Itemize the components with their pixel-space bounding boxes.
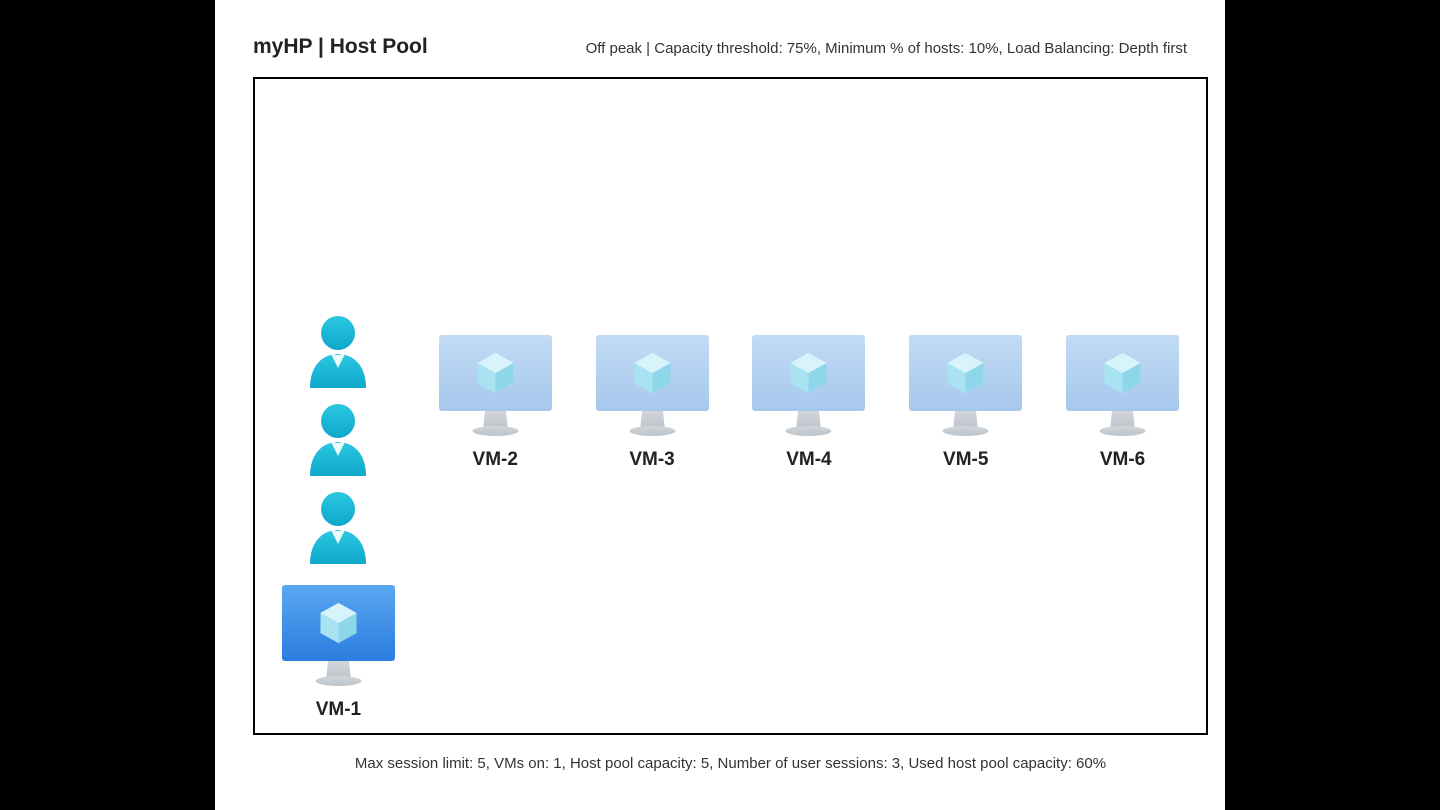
vm-column: VM-6 — [1048, 314, 1198, 721]
page-title: myHP | Host Pool — [253, 35, 428, 59]
user-stack — [304, 314, 372, 564]
vm-label: VM-5 — [943, 449, 988, 471]
page-container: myHP | Host Pool Off peak | Capacity thr… — [215, 0, 1225, 810]
vm-monitor-icon — [751, 334, 866, 439]
vm-column: VM-3 — [577, 314, 727, 721]
vm-label: VM-3 — [629, 449, 674, 471]
vm-column: VM-1 — [263, 314, 413, 721]
user-icon — [304, 314, 372, 388]
vm-column: VM-4 — [734, 314, 884, 721]
user-icon — [304, 490, 372, 564]
status-line: Off peak | Capacity threshold: 75%, Mini… — [586, 40, 1187, 57]
header: myHP | Host Pool Off peak | Capacity thr… — [253, 35, 1187, 59]
diagram-box: VM-1 VM-2 — [253, 77, 1208, 735]
user-icon — [304, 402, 372, 476]
vm-monitor-icon — [1065, 334, 1180, 439]
vm-row: VM-1 VM-2 — [255, 314, 1206, 721]
vm-column: VM-5 — [891, 314, 1041, 721]
vm-monitor-icon — [281, 584, 396, 689]
vm-monitor-icon — [908, 334, 1023, 439]
vm-monitor-icon — [595, 334, 710, 439]
vm-label: VM-1 — [316, 699, 361, 721]
vm-column: VM-2 — [420, 314, 570, 721]
vm-label: VM-2 — [473, 449, 518, 471]
vm-monitor-icon — [438, 334, 553, 439]
vm-label: VM-4 — [786, 449, 831, 471]
footer-stats: Max session limit: 5, VMs on: 1, Host po… — [253, 755, 1208, 772]
vm-label: VM-6 — [1100, 449, 1145, 471]
